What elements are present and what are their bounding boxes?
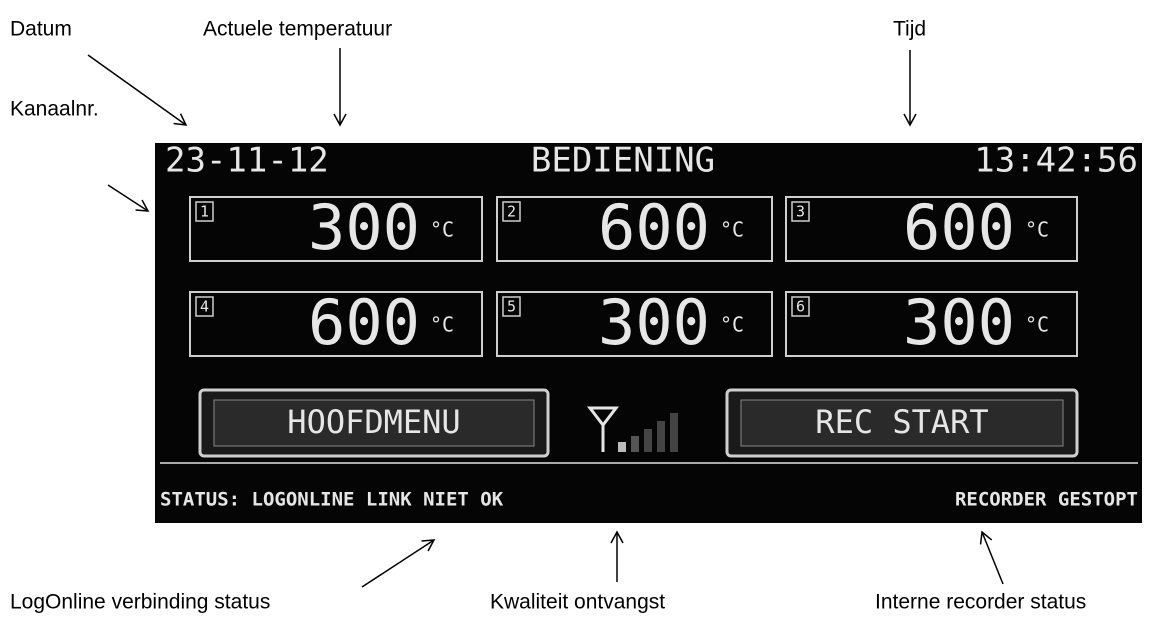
- channel-value: 600: [903, 191, 1015, 264]
- channel-value: 600: [598, 191, 710, 264]
- channel-value: 300: [903, 286, 1015, 359]
- button-label[interactable]: REC START: [815, 403, 988, 441]
- screen-title: BEDIENING: [531, 141, 715, 181]
- annotation: Kwaliteit ontvangst: [490, 591, 665, 614]
- channel-unit: °C: [1025, 313, 1049, 337]
- channel-unit: °C: [720, 218, 744, 242]
- recorder-status: RECORDER GESTOPT: [955, 489, 1138, 511]
- screen-time: 13:42:56: [974, 141, 1138, 181]
- annotated-screenshot: Datum Actuele temperatuur Tijd Kanaalnr.…: [0, 0, 1156, 618]
- channel-number: 6: [796, 298, 805, 316]
- channel-value: 600: [308, 286, 420, 359]
- channel-number: 2: [507, 203, 516, 221]
- channel-number: 1: [200, 203, 209, 221]
- annotation: Tijd: [893, 18, 926, 41]
- annotation: Kanaalnr.: [10, 98, 99, 121]
- arrow: [982, 532, 1003, 584]
- status-text: STATUS: LOGONLINE LINK NIET OK: [160, 489, 504, 511]
- channel-unit: °C: [430, 218, 454, 242]
- screen-date: 23-11-12: [165, 141, 329, 181]
- channel-unit: °C: [1025, 218, 1049, 242]
- arrow: [108, 185, 148, 211]
- annotation: Actuele temperatuur: [203, 18, 392, 41]
- button-label[interactable]: HOOFDMENU: [287, 403, 460, 441]
- channel-unit: °C: [430, 313, 454, 337]
- channel-number: 5: [507, 298, 516, 316]
- channel-value: 300: [308, 191, 420, 264]
- arrow: [88, 55, 186, 125]
- annotation: Interne recorder status: [875, 591, 1086, 614]
- channel-number: 4: [200, 298, 209, 316]
- arrow: [362, 540, 434, 587]
- channel-number: 3: [796, 203, 805, 221]
- annotation: Datum: [10, 18, 72, 41]
- channel-value: 300: [598, 286, 710, 359]
- annotation: LogOnline verbinding status: [10, 591, 270, 614]
- channel-unit: °C: [720, 313, 744, 337]
